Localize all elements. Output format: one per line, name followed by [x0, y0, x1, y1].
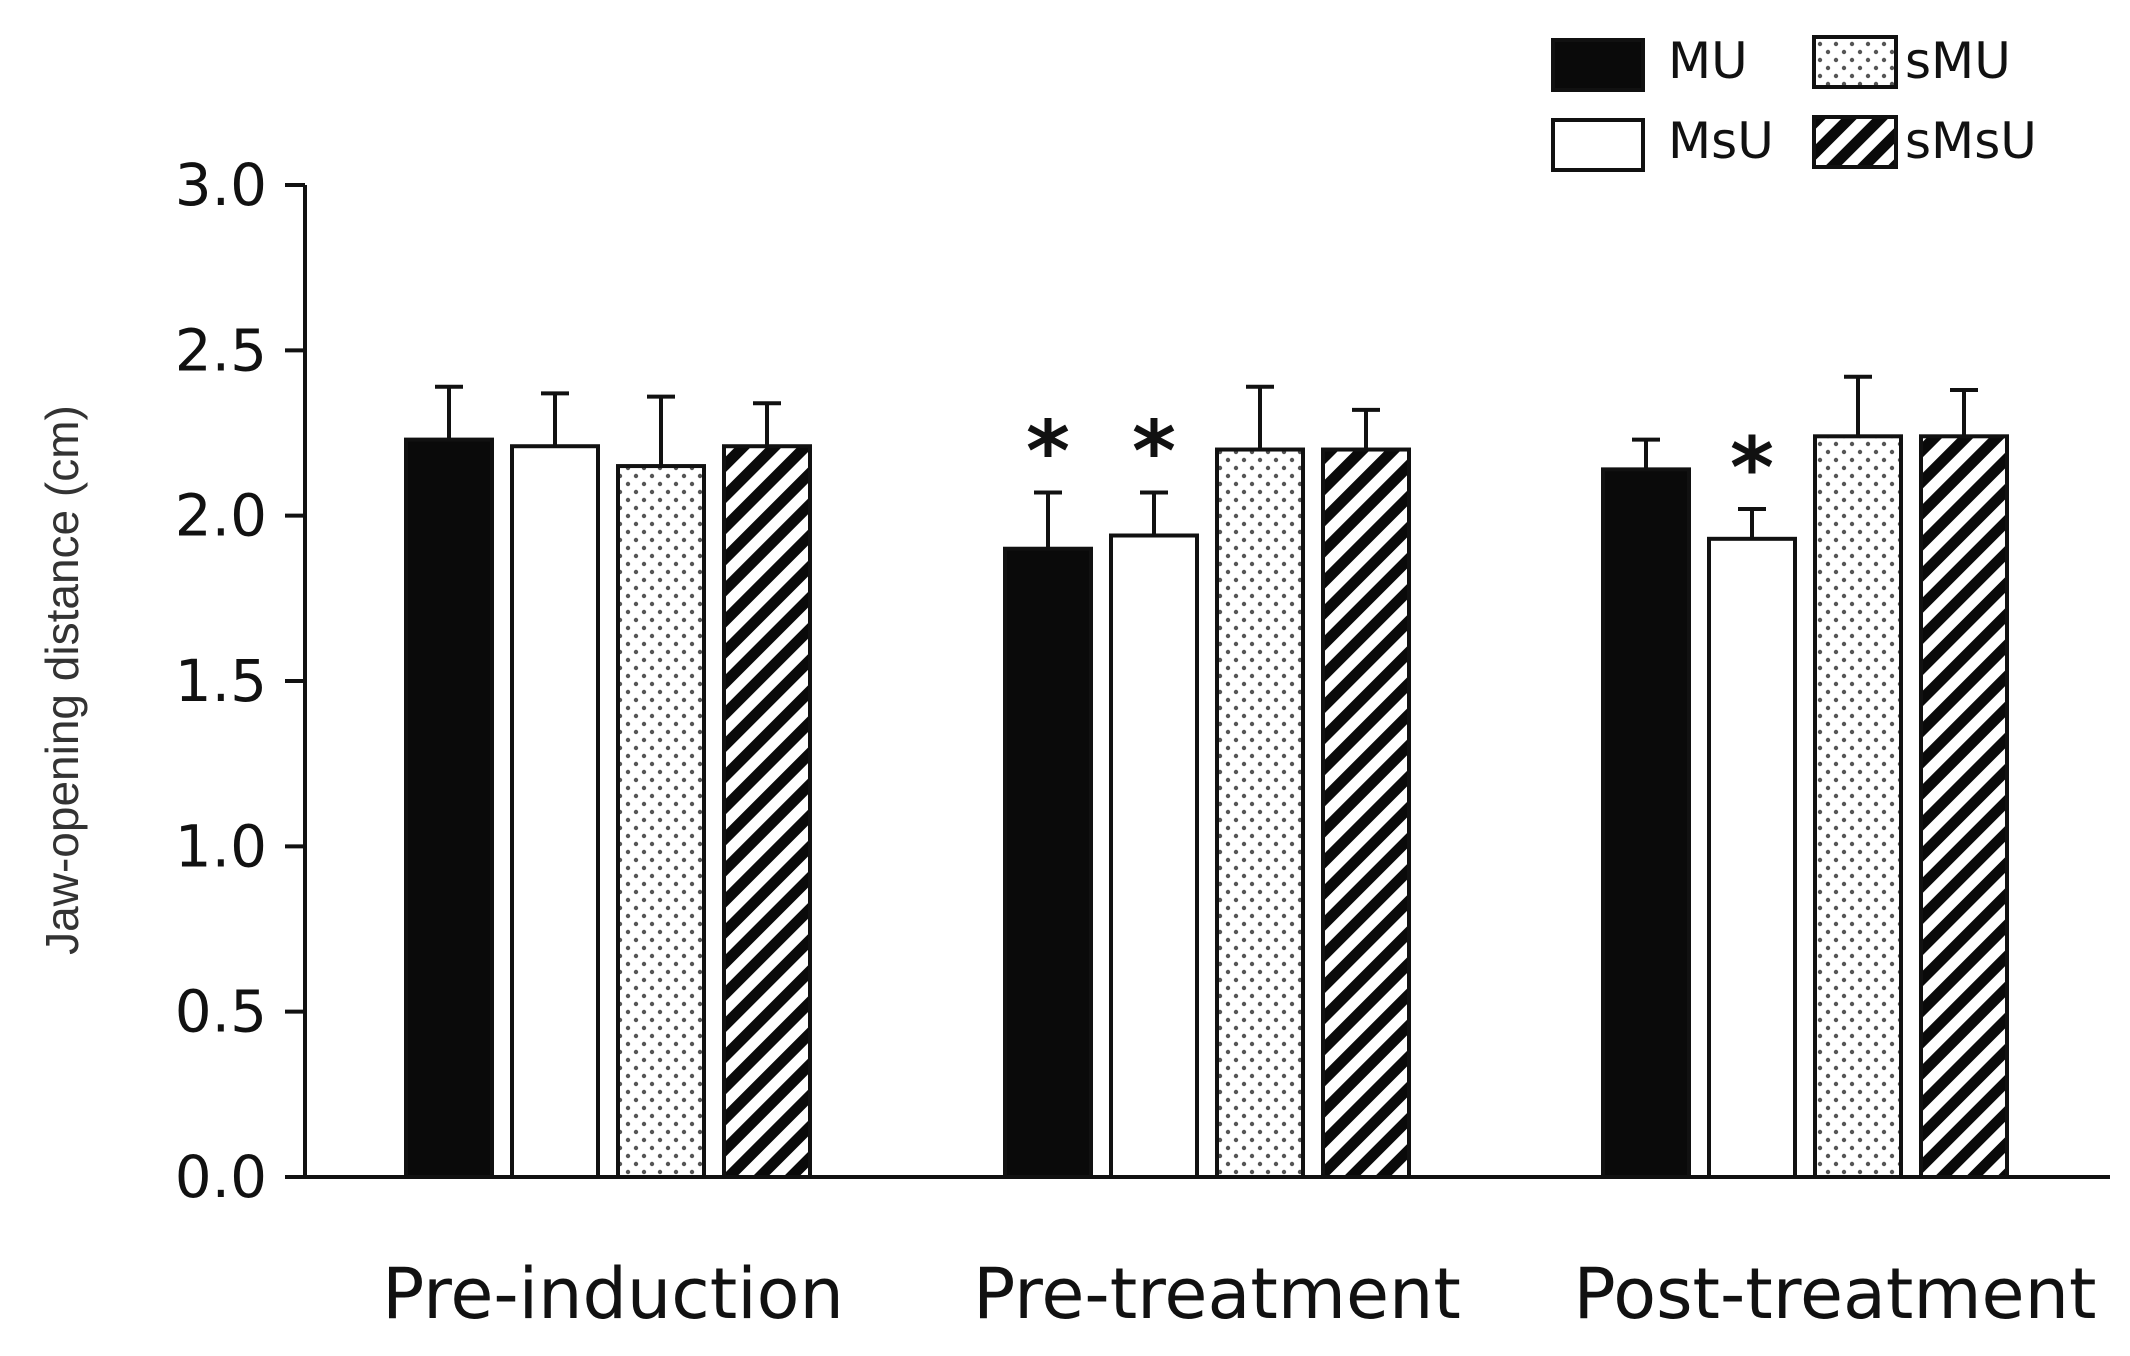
bar-sMsU-pre-induction	[722, 444, 812, 1179]
x-axis-category-labels: Pre-induction Pre-treatment Post-treatment	[382, 1253, 2096, 1335]
y-tick-label: 0.0	[175, 1143, 267, 1211]
x-category-label: Post-treatment	[1574, 1253, 2097, 1335]
legend-swatch-sMU	[1812, 35, 1898, 89]
legend-label-sMU: sMU	[1905, 32, 2011, 90]
y-tick-label: 0.5	[175, 978, 267, 1046]
bar-MsU-pre-induction	[510, 444, 600, 1179]
y-tick-label: 2.5	[175, 316, 267, 384]
legend-label-MsU: MsU	[1668, 112, 1774, 170]
bar-sMU-pre-treatment	[1215, 447, 1305, 1179]
significance-star: *	[1730, 419, 1774, 517]
y-tick-label: 1.5	[175, 647, 267, 715]
y-axis-ticks: 0.0 0.5 1.0 1.5 2.0 2.5 3.0	[175, 151, 305, 1211]
bar-sMsU-pre-treatment	[1321, 447, 1411, 1179]
legend-swatch-MU	[1551, 38, 1645, 92]
bar-MsU-post-treatment	[1707, 536, 1797, 1179]
bar-MsU-pre-treatment	[1109, 533, 1199, 1179]
legend-label-MU: MU	[1668, 32, 1748, 90]
y-tick-label: 1.0	[175, 812, 267, 880]
significance-star: *	[1026, 403, 1070, 501]
bar-MU-post-treatment	[1601, 467, 1691, 1179]
bar-MU-pre-treatment	[1003, 546, 1093, 1179]
x-category-label: Pre-induction	[382, 1253, 844, 1335]
bar-sMU-post-treatment	[1813, 434, 1903, 1180]
legend: MU MsU sMU sMsU	[1551, 32, 2037, 172]
y-axis-label: Jaw-opening distance (cm)	[36, 405, 88, 955]
y-tick-label: 3.0	[175, 151, 267, 219]
x-category-label: Pre-treatment	[973, 1253, 1461, 1335]
legend-label-sMsU: sMsU	[1905, 112, 2037, 170]
error-bars	[435, 374, 1978, 549]
bar-sMsU-post-treatment	[1919, 434, 2009, 1180]
legend-swatch-MsU	[1551, 118, 1645, 172]
significance-markers: * * *	[1026, 403, 1774, 518]
significance-star: *	[1132, 403, 1176, 501]
bars	[404, 434, 2009, 1180]
bar-MU-pre-induction	[404, 437, 494, 1179]
legend-swatch-sMsU	[1812, 115, 1898, 169]
bar-sMU-pre-induction	[616, 464, 706, 1180]
y-tick-label: 2.0	[175, 482, 267, 550]
